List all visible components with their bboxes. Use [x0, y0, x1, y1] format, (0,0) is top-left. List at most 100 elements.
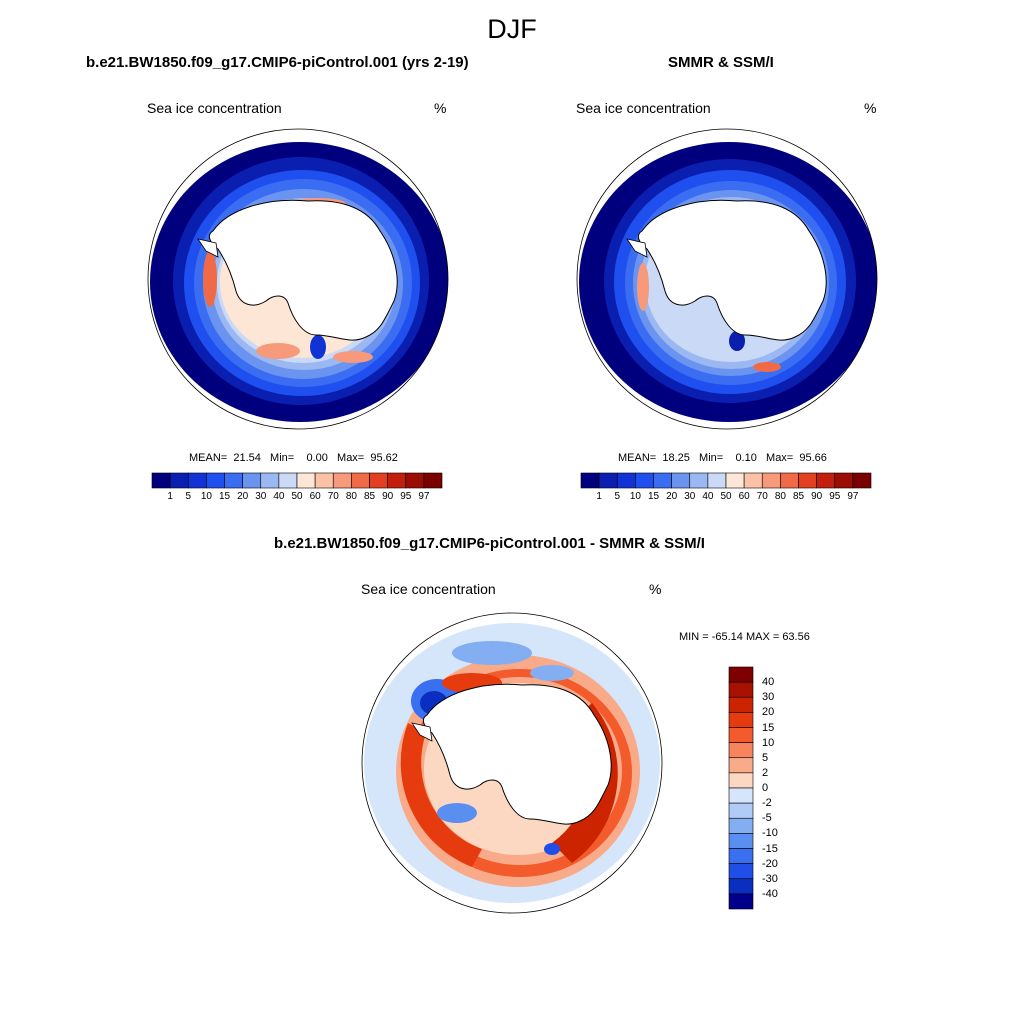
difference-colorbar-tick-label: -5 [762, 812, 772, 825]
difference-variable-label: Sea ice concentration [361, 581, 496, 597]
difference-colorbar-tick-label: -15 [762, 842, 778, 855]
panel-1-colorbar-tick-label: 1 [167, 491, 173, 502]
difference-colorbar-tick-label: -30 [762, 872, 778, 885]
panel-1-colorbar-tick-label: 15 [218, 491, 231, 502]
panel-2-colorbar-tick-label: 15 [647, 491, 660, 502]
panel-2-colorbar-tick-label: 50 [720, 491, 732, 502]
difference-colorbar-box [728, 772, 754, 789]
difference-colorbar-tick-label: -10 [762, 827, 778, 840]
panel-1-colorbar-box [242, 472, 262, 489]
panel-1-colorbar-box [369, 472, 388, 489]
panel-2-max-value: 95.66 [799, 452, 827, 464]
panel-2-min-label: Min= [699, 452, 724, 464]
panel-2-colorbar-box [780, 472, 799, 489]
panel-2-colorbar-box [834, 472, 854, 489]
panel-1-colorbar-tick-label: 60 [309, 491, 321, 502]
difference-colorbar-box [728, 802, 754, 819]
difference-title: b.e21.BW1850.f09_g17.CMIP6-piControl.001… [274, 535, 705, 552]
panel-1-colorbar-tick-label: 30 [255, 491, 267, 502]
difference-colorbar-box [728, 848, 754, 864]
panel-1-colorbar-box [387, 472, 407, 489]
panel-1-mean-value: 21.54 [233, 452, 261, 464]
panel-2-colorbar-box [635, 472, 654, 489]
panel-1-min-label: Min= [270, 452, 295, 464]
panel-2-colorbar-tick-label: 80 [774, 491, 786, 502]
panel-2-units-label: % [864, 100, 877, 116]
panel-1-colorbar-tick-label: 90 [382, 491, 394, 502]
difference-colorbar-box [728, 817, 754, 834]
panel-2-colorbar-box [761, 472, 781, 489]
difference-colorbar-box [728, 696, 754, 713]
panel-2-colorbar-tick-label: 40 [702, 491, 714, 502]
panel-1-colorbar-box [296, 472, 316, 489]
panel-2-colorbar-tick-label: 90 [811, 491, 823, 502]
difference-colorbar-box [728, 757, 754, 774]
panel-1-colorbar-tick-label: 40 [273, 491, 285, 502]
difference-colorbar-tick-label: 30 [762, 691, 775, 704]
panel-1-colorbar-box [151, 472, 171, 489]
difference-colorbar-box [728, 893, 754, 910]
panel-1-colorbar-tick-label: 85 [363, 491, 376, 502]
panel-1-colorbar-tick-label: 5 [185, 491, 192, 502]
difference-colorbar-box [728, 666, 754, 683]
panel-1-colorbar [151, 472, 443, 489]
panel-2-colorbar-box [725, 472, 745, 489]
panel-2-colorbar-box [616, 472, 636, 489]
difference-colorbar-tick-label: 40 [762, 676, 775, 689]
difference-colorbar-box [728, 878, 754, 895]
difference-colorbar-tick-label: 15 [762, 721, 775, 734]
panel-1-colorbar-tick-label: 95 [400, 491, 412, 502]
panel-2-colorbar [580, 472, 872, 489]
panel-1-colorbar-box [332, 472, 352, 489]
panel-2-colorbar-tick-label: 30 [684, 491, 696, 502]
difference-colorbar-tick-label: -20 [762, 857, 778, 870]
panel-1-colorbar-box [278, 472, 298, 489]
panel-1-colorbar-box [405, 472, 425, 489]
panel-2-colorbar-box [580, 472, 600, 489]
difference-colorbar-box [728, 863, 754, 880]
panel-1-colorbar-box [224, 472, 243, 489]
difference-colorbar-tick-label: 20 [762, 706, 775, 719]
panel-2-colorbar-tick-label: 10 [629, 491, 641, 502]
panel-1-min-value: 0.00 [306, 452, 328, 464]
panel-2-colorbar-box [671, 472, 691, 489]
difference-colorbar-tick-label: 0 [762, 782, 769, 794]
panel-2-colorbar-box [816, 472, 836, 489]
panel-2-colorbar-tick-label: 20 [666, 491, 678, 502]
difference-colorbar-box [728, 787, 754, 804]
difference-colorbar-box [728, 712, 754, 728]
panel-1-max-value: 95.62 [370, 452, 398, 464]
panel-1-colorbar-box [260, 472, 280, 489]
panel-2-colorbar-tick-label: 95 [829, 491, 841, 502]
panel-2-colorbar-tick-label: 60 [738, 491, 750, 502]
panel-1-colorbar-box [169, 472, 189, 489]
difference-colorbar-tick-label: -40 [762, 887, 778, 900]
panel-2-colorbar-box [707, 472, 727, 489]
panel-2-colorbar-box [598, 472, 618, 489]
figure-title: DJF [487, 14, 537, 44]
difference-units-label: % [649, 581, 662, 597]
panel-1-colorbar-box [187, 472, 207, 489]
panel-1-colorbar-tick-label: 50 [291, 491, 303, 502]
panel-1-colorbar-box [314, 472, 334, 489]
panel-1-colorbar-tick-label: 80 [345, 491, 357, 502]
difference-colorbar-tick-label: -2 [762, 797, 772, 810]
panel-2-colorbar-box [852, 472, 872, 489]
difference-colorbar-box [728, 742, 754, 759]
panel-2-colorbar-tick-label: 1 [596, 491, 602, 502]
difference-colorbar-tick-label: 10 [762, 736, 775, 749]
panel-2-colorbar-tick-label: 85 [792, 491, 805, 502]
panel-1-max-label: Max= [337, 452, 365, 464]
panel-2-map [576, 128, 878, 430]
panel-2-max-label: Max= [766, 452, 794, 464]
panel-1-title: b.e21.BW1850.f09_g17.CMIP6-piControl.001… [86, 54, 469, 71]
panel-1-colorbar-tick-label: 10 [200, 491, 212, 502]
panel-2-colorbar-box [798, 472, 817, 489]
difference-colorbar-tick-label: 5 [762, 751, 769, 764]
panel-1-colorbar-tick-label: 70 [327, 491, 339, 502]
panel-1-units-label: % [434, 100, 447, 116]
difference-colorbar-box [728, 681, 754, 698]
difference-minmax: MIN = -65.14 MAX = 63.56 [679, 631, 810, 643]
panel-1-colorbar-tick-label: 20 [237, 491, 249, 502]
